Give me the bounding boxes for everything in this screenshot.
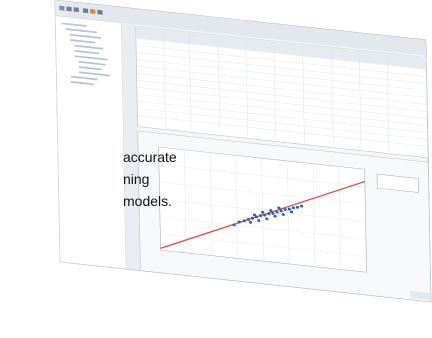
side-tabs xyxy=(121,22,141,271)
tree-items xyxy=(61,22,110,86)
scatter-points xyxy=(232,204,304,227)
app-window xyxy=(54,0,432,303)
status-bar xyxy=(410,290,431,301)
caption-line: models. xyxy=(123,193,172,209)
caption-line: ning xyxy=(123,171,149,187)
table-header xyxy=(135,26,427,70)
toolbar xyxy=(55,0,427,56)
left-fade xyxy=(0,0,70,338)
plot-grid xyxy=(158,149,367,270)
table-grid xyxy=(136,29,428,154)
chart-legend xyxy=(376,173,419,193)
fit-line xyxy=(160,180,366,249)
caption-line: accurate xyxy=(123,149,177,165)
